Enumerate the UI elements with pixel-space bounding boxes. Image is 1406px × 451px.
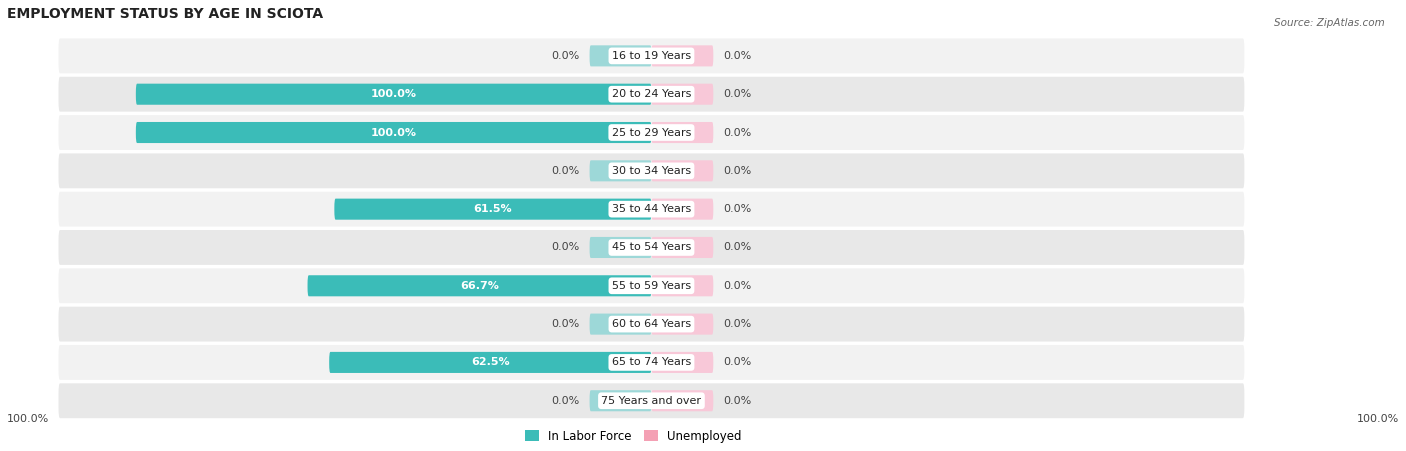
- Text: 100.0%: 100.0%: [371, 89, 416, 99]
- FancyBboxPatch shape: [59, 307, 1244, 341]
- FancyBboxPatch shape: [59, 192, 1244, 226]
- Text: 45 to 54 Years: 45 to 54 Years: [612, 243, 692, 253]
- FancyBboxPatch shape: [651, 46, 713, 66]
- FancyBboxPatch shape: [589, 313, 651, 335]
- Text: 0.0%: 0.0%: [724, 204, 752, 214]
- Text: 65 to 74 Years: 65 to 74 Years: [612, 358, 692, 368]
- Text: 0.0%: 0.0%: [724, 89, 752, 99]
- Text: 0.0%: 0.0%: [551, 51, 579, 61]
- FancyBboxPatch shape: [59, 230, 1244, 265]
- Text: 100.0%: 100.0%: [7, 414, 49, 424]
- Text: 0.0%: 0.0%: [551, 396, 579, 406]
- FancyBboxPatch shape: [329, 352, 651, 373]
- FancyBboxPatch shape: [589, 160, 651, 181]
- Text: 0.0%: 0.0%: [724, 358, 752, 368]
- FancyBboxPatch shape: [651, 237, 713, 258]
- FancyBboxPatch shape: [651, 352, 713, 373]
- Text: 100.0%: 100.0%: [1357, 414, 1399, 424]
- Text: 61.5%: 61.5%: [474, 204, 512, 214]
- FancyBboxPatch shape: [651, 122, 713, 143]
- FancyBboxPatch shape: [59, 38, 1244, 74]
- Text: 55 to 59 Years: 55 to 59 Years: [612, 281, 690, 291]
- FancyBboxPatch shape: [589, 46, 651, 66]
- FancyBboxPatch shape: [651, 275, 713, 296]
- Text: 0.0%: 0.0%: [724, 166, 752, 176]
- Text: 16 to 19 Years: 16 to 19 Years: [612, 51, 690, 61]
- FancyBboxPatch shape: [589, 237, 651, 258]
- Text: 0.0%: 0.0%: [551, 243, 579, 253]
- FancyBboxPatch shape: [136, 83, 651, 105]
- FancyBboxPatch shape: [651, 83, 713, 105]
- FancyBboxPatch shape: [651, 313, 713, 335]
- Text: 62.5%: 62.5%: [471, 358, 509, 368]
- FancyBboxPatch shape: [59, 345, 1244, 380]
- FancyBboxPatch shape: [59, 77, 1244, 112]
- Text: 75 Years and over: 75 Years and over: [602, 396, 702, 406]
- Text: 35 to 44 Years: 35 to 44 Years: [612, 204, 692, 214]
- FancyBboxPatch shape: [59, 383, 1244, 418]
- Text: 100.0%: 100.0%: [371, 128, 416, 138]
- Text: Source: ZipAtlas.com: Source: ZipAtlas.com: [1274, 18, 1385, 28]
- Text: 0.0%: 0.0%: [724, 281, 752, 291]
- Text: 0.0%: 0.0%: [724, 51, 752, 61]
- Text: 0.0%: 0.0%: [724, 128, 752, 138]
- Legend: In Labor Force, Unemployed: In Labor Force, Unemployed: [520, 425, 747, 447]
- FancyBboxPatch shape: [308, 275, 651, 296]
- FancyBboxPatch shape: [59, 153, 1244, 188]
- FancyBboxPatch shape: [651, 198, 713, 220]
- Text: 0.0%: 0.0%: [724, 319, 752, 329]
- Text: 0.0%: 0.0%: [724, 396, 752, 406]
- FancyBboxPatch shape: [59, 268, 1244, 303]
- Text: 30 to 34 Years: 30 to 34 Years: [612, 166, 690, 176]
- FancyBboxPatch shape: [651, 160, 713, 181]
- FancyBboxPatch shape: [335, 198, 651, 220]
- Text: EMPLOYMENT STATUS BY AGE IN SCIOTA: EMPLOYMENT STATUS BY AGE IN SCIOTA: [7, 7, 323, 21]
- FancyBboxPatch shape: [136, 122, 651, 143]
- Text: 25 to 29 Years: 25 to 29 Years: [612, 128, 692, 138]
- FancyBboxPatch shape: [59, 115, 1244, 150]
- Text: 0.0%: 0.0%: [551, 319, 579, 329]
- FancyBboxPatch shape: [589, 390, 651, 411]
- FancyBboxPatch shape: [651, 390, 713, 411]
- Text: 20 to 24 Years: 20 to 24 Years: [612, 89, 692, 99]
- Text: 60 to 64 Years: 60 to 64 Years: [612, 319, 690, 329]
- Text: 0.0%: 0.0%: [724, 243, 752, 253]
- Text: 66.7%: 66.7%: [460, 281, 499, 291]
- Text: 0.0%: 0.0%: [551, 166, 579, 176]
